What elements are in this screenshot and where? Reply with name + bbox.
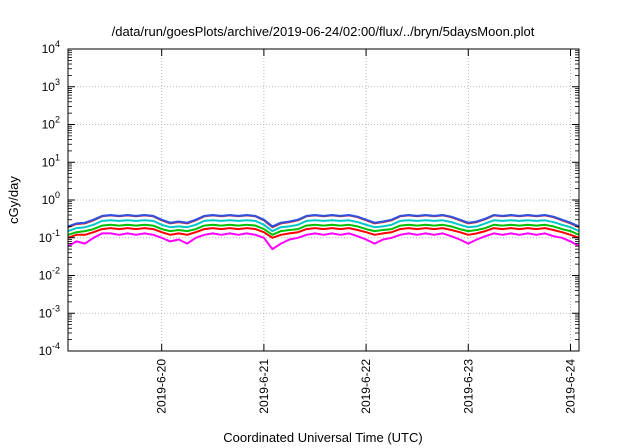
y-axis-ticks: 10-4 10-3 10-2 10-1 100 101 102 103 104 xyxy=(39,39,579,358)
grid-lines xyxy=(68,49,579,351)
y-axis-label: cGy/day xyxy=(6,176,21,224)
x-tick-label: 2019-6-20 xyxy=(155,359,169,414)
x-tick-label: 2019-6-22 xyxy=(359,359,373,414)
series-line-4 xyxy=(67,219,580,233)
series-line-1 xyxy=(67,232,580,251)
y-tick-label: 102 xyxy=(42,115,60,132)
series-line-2 xyxy=(67,227,580,239)
y-tick-label: 10-4 xyxy=(39,341,60,358)
y-tick-label: 10-3 xyxy=(39,303,60,320)
y-tick-label: 10-2 xyxy=(39,266,60,283)
series-layer xyxy=(67,214,580,251)
x-axis-label: Coordinated Universal Time (UTC) xyxy=(223,430,422,445)
y-tick-label: 103 xyxy=(42,77,60,94)
y-tick-label: 100 xyxy=(42,190,60,207)
x-tick-label: 2019-6-21 xyxy=(257,359,271,414)
series-line-6 xyxy=(67,214,580,228)
x-axis-ticks: 2019-6-20 2019-6-21 2019-6-22 2019-6-23 2019… xyxy=(155,49,577,414)
y-tick-label: 104 xyxy=(42,39,60,56)
y-tick-label: 10-1 xyxy=(39,228,60,245)
y-tick-label: 101 xyxy=(42,152,60,169)
chart-title: /data/run/goesPlots/archive/2019-06-24/0… xyxy=(112,24,535,39)
series-line-3 xyxy=(67,223,580,236)
x-tick-label: 2019-6-24 xyxy=(563,359,577,414)
x-tick-label: 2019-6-23 xyxy=(461,359,475,414)
